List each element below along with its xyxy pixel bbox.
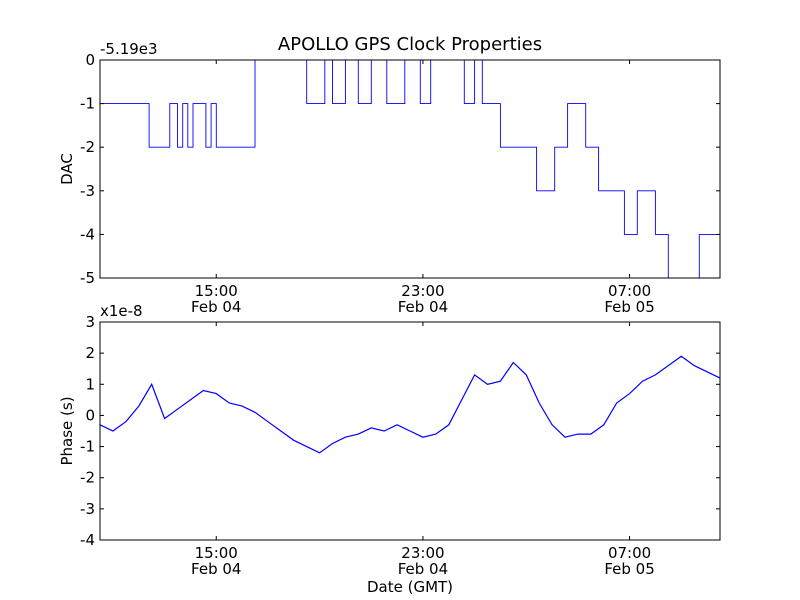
x-tick-time-label: 23:00	[401, 282, 444, 300]
x-tick-time-label: 15:00	[195, 544, 238, 562]
x-tick-date-label: Feb 04	[191, 298, 241, 316]
y-tick-label: -4	[80, 531, 95, 549]
y-axis-label: DAC	[58, 153, 76, 185]
axis-offset-label: x1e-8	[100, 302, 143, 320]
y-tick-label: -3	[80, 500, 95, 518]
y-tick-label: -2	[80, 469, 95, 487]
y-tick-label: 0	[85, 406, 95, 424]
x-tick-time-label: 23:00	[401, 544, 444, 562]
y-tick-label: 3	[85, 313, 95, 331]
x-tick-time-label: 07:00	[608, 282, 651, 300]
y-tick-label: -3	[80, 182, 95, 200]
x-tick-date-label: Feb 04	[191, 560, 241, 578]
x-axis-label: Date (GMT)	[367, 578, 453, 596]
chart-title: APOLLO GPS Clock Properties	[278, 34, 542, 55]
y-tick-label: -1	[80, 438, 95, 456]
y-tick-label: -4	[80, 225, 95, 243]
x-tick-date-label: Feb 05	[604, 560, 654, 578]
x-tick-time-label: 07:00	[608, 544, 651, 562]
series-line	[100, 60, 720, 278]
y-tick-label: 0	[85, 51, 95, 69]
x-tick-time-label: 15:00	[195, 282, 238, 300]
x-tick-date-label: Feb 04	[398, 298, 448, 316]
axes-frame	[99, 321, 721, 541]
axis-offset-label: -5.19e3	[100, 40, 158, 58]
y-tick-label: -5	[80, 269, 95, 287]
axes-frame	[99, 59, 721, 279]
y-tick-label: -2	[80, 138, 95, 156]
y-tick-label: 1	[85, 375, 95, 393]
y-axis-label: Phase (s)	[58, 396, 76, 465]
y-tick-label: -1	[80, 95, 95, 113]
x-tick-date-label: Feb 05	[604, 298, 654, 316]
series-line	[100, 355, 720, 454]
x-tick-date-label: Feb 04	[398, 560, 448, 578]
y-tick-label: 2	[85, 344, 95, 362]
